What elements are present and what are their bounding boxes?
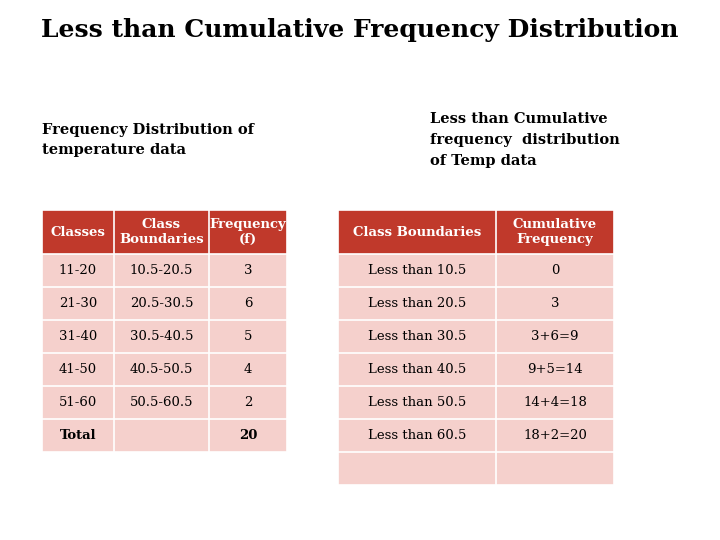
Text: 31-40: 31-40 xyxy=(59,330,97,343)
Text: 41-50: 41-50 xyxy=(59,363,97,376)
Text: 3: 3 xyxy=(551,297,559,310)
Bar xyxy=(42,353,114,386)
Text: 0: 0 xyxy=(551,264,559,277)
Text: 6: 6 xyxy=(244,297,252,310)
Bar xyxy=(42,419,114,452)
Text: 11-20: 11-20 xyxy=(59,264,97,277)
Bar xyxy=(114,210,209,254)
Bar xyxy=(209,353,287,386)
Bar xyxy=(114,287,209,320)
Text: 30.5-40.5: 30.5-40.5 xyxy=(130,330,193,343)
Bar xyxy=(42,386,114,419)
Text: Total: Total xyxy=(60,429,96,442)
Bar xyxy=(496,353,614,386)
Bar xyxy=(496,452,614,485)
Bar xyxy=(114,320,209,353)
Bar xyxy=(114,386,209,419)
Bar xyxy=(42,210,114,254)
Text: Frequency Distribution of
temperature data: Frequency Distribution of temperature da… xyxy=(42,123,254,157)
Bar xyxy=(209,320,287,353)
Text: Class Boundaries: Class Boundaries xyxy=(353,226,481,239)
Text: 40.5-50.5: 40.5-50.5 xyxy=(130,363,193,376)
Bar xyxy=(496,287,614,320)
Text: 2: 2 xyxy=(244,396,252,409)
Bar xyxy=(209,386,287,419)
Bar xyxy=(496,254,614,287)
Bar xyxy=(114,353,209,386)
Text: Cumulative
Frequency: Cumulative Frequency xyxy=(513,218,597,246)
Text: Frequency
(f): Frequency (f) xyxy=(210,218,287,246)
Text: 14+4=18: 14+4=18 xyxy=(523,396,587,409)
Bar xyxy=(496,386,614,419)
Text: 50.5-60.5: 50.5-60.5 xyxy=(130,396,193,409)
Text: Classes: Classes xyxy=(50,226,105,239)
Bar xyxy=(338,419,496,452)
Bar xyxy=(209,287,287,320)
Text: Class
Boundaries: Class Boundaries xyxy=(120,218,204,246)
Text: Less than 60.5: Less than 60.5 xyxy=(368,429,466,442)
Text: 10.5-20.5: 10.5-20.5 xyxy=(130,264,193,277)
Text: Less than Cumulative
frequency  distribution
of Temp data: Less than Cumulative frequency distribut… xyxy=(430,112,620,167)
Bar xyxy=(209,254,287,287)
Bar xyxy=(42,320,114,353)
Text: 18+2=20: 18+2=20 xyxy=(523,429,587,442)
Bar xyxy=(338,287,496,320)
Bar xyxy=(496,320,614,353)
Text: 9+5=14: 9+5=14 xyxy=(527,363,582,376)
Bar xyxy=(496,419,614,452)
Text: Less than Cumulative Frequency Distribution: Less than Cumulative Frequency Distribut… xyxy=(41,18,679,42)
Bar xyxy=(209,419,287,452)
Text: 21-30: 21-30 xyxy=(59,297,97,310)
Text: Less than 20.5: Less than 20.5 xyxy=(368,297,466,310)
Bar xyxy=(338,353,496,386)
Text: Less than 10.5: Less than 10.5 xyxy=(368,264,466,277)
Bar xyxy=(209,210,287,254)
Bar xyxy=(42,287,114,320)
Text: Less than 50.5: Less than 50.5 xyxy=(368,396,466,409)
Text: 5: 5 xyxy=(244,330,252,343)
Bar xyxy=(338,452,496,485)
Text: 3+6=9: 3+6=9 xyxy=(531,330,579,343)
Text: 51-60: 51-60 xyxy=(59,396,97,409)
Bar xyxy=(338,210,496,254)
Bar xyxy=(338,386,496,419)
Text: 20: 20 xyxy=(239,429,257,442)
Bar xyxy=(114,419,209,452)
Text: 4: 4 xyxy=(244,363,252,376)
Text: Less than 40.5: Less than 40.5 xyxy=(368,363,466,376)
Text: 20.5-30.5: 20.5-30.5 xyxy=(130,297,193,310)
Bar xyxy=(338,320,496,353)
Bar xyxy=(496,210,614,254)
Text: 3: 3 xyxy=(244,264,252,277)
Bar xyxy=(42,254,114,287)
Bar xyxy=(338,254,496,287)
Bar xyxy=(114,254,209,287)
Text: Less than 30.5: Less than 30.5 xyxy=(368,330,466,343)
